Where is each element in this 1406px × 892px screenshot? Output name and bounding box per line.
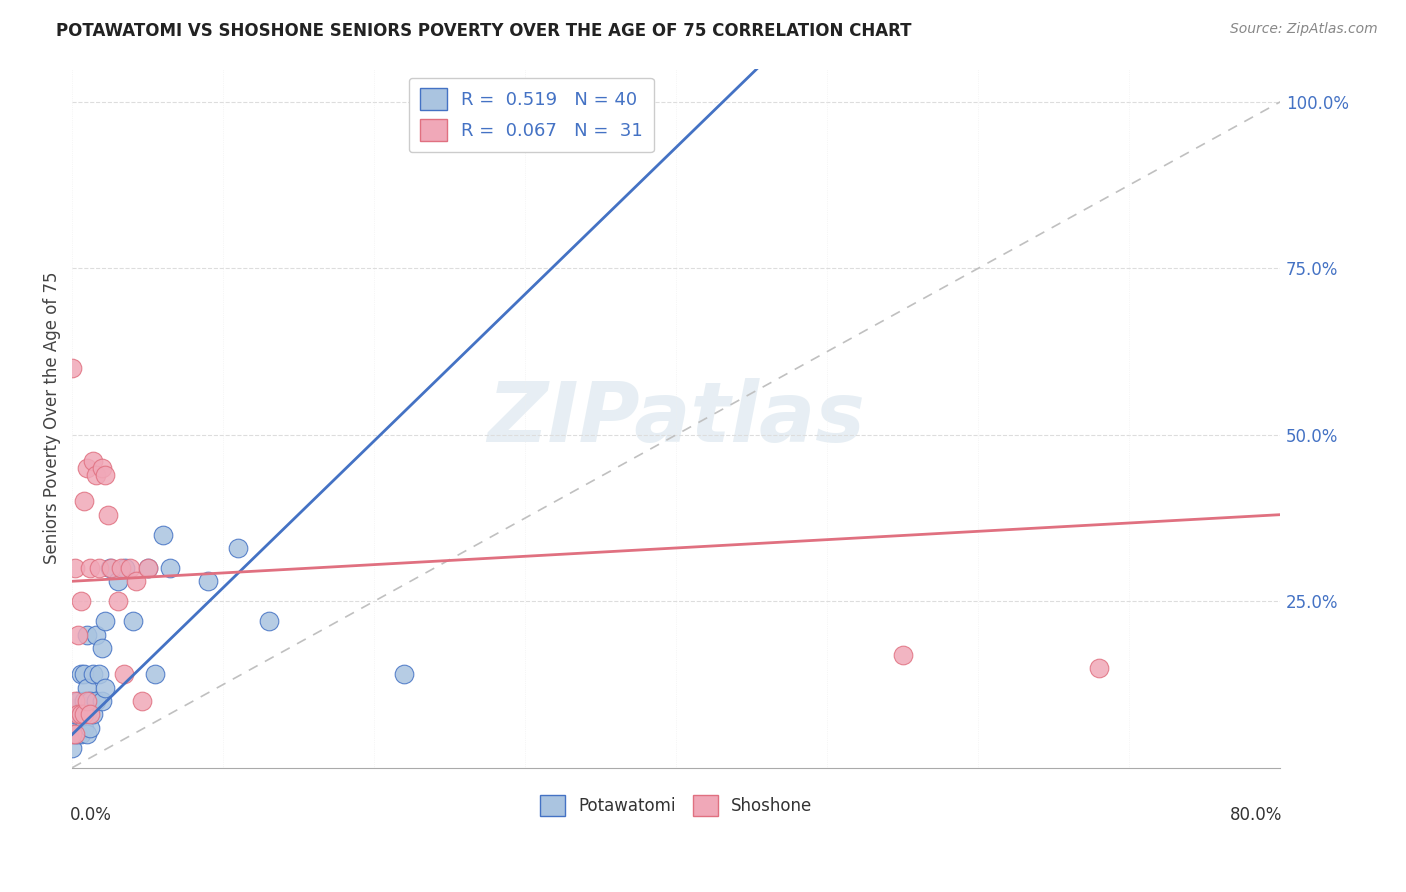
Point [131,694,153,708]
Point [91,640,114,655]
Point [124,574,146,589]
Point [118,561,141,575]
Point [79,721,101,735]
Point [100,561,122,575]
Point [107,574,129,589]
Point [67,707,90,722]
Point [70,594,93,608]
Point [82,667,104,681]
Point [70,667,93,681]
Point [73,667,96,681]
Point [91,461,114,475]
Point [60,727,83,741]
Point [112,667,135,681]
Point [73,494,96,508]
Point [89,667,111,681]
Point [197,574,219,589]
Point [65,707,87,722]
Legend: Potawatomi, Shoshone: Potawatomi, Shoshone [533,789,818,822]
Point [76,627,98,641]
Point [91,694,114,708]
Point [159,561,181,575]
Point [76,727,98,741]
Point [107,594,129,608]
Point [60,721,83,735]
Point [65,561,87,575]
Point [73,707,96,722]
Point [228,541,250,555]
Point [94,467,117,482]
Point [394,667,416,681]
Text: 80.0%: 80.0% [1230,806,1282,824]
Point [136,561,159,575]
Point [114,561,136,575]
Point [60,740,83,755]
Point [65,727,87,741]
Point [73,721,96,735]
Point [94,614,117,628]
Point [60,700,83,714]
Text: POTAWATOMI VS SHOSHONE SENIORS POVERTY OVER THE AGE OF 75 CORRELATION CHART: POTAWATOMI VS SHOSHONE SENIORS POVERTY O… [56,22,911,40]
Text: 0.0%: 0.0% [70,806,111,824]
Y-axis label: Seniors Poverty Over the Age of 75: Seniors Poverty Over the Age of 75 [44,272,60,565]
Point [65,694,87,708]
Point [76,707,98,722]
Point [152,527,174,541]
Point [110,561,132,575]
Point [257,614,280,628]
Point [1088,661,1111,675]
Point [67,727,90,741]
Point [82,707,104,722]
Point [89,561,111,575]
Point [97,508,120,522]
Point [67,627,90,641]
Point [76,461,98,475]
Point [79,561,101,575]
Point [86,627,108,641]
Point [98,561,121,575]
Point [891,648,914,662]
Point [121,614,143,628]
Point [94,681,117,695]
Point [82,454,104,468]
Point [60,361,83,376]
Point [70,727,93,741]
Point [70,707,93,722]
Point [67,694,90,708]
Point [73,694,96,708]
Text: Source: ZipAtlas.com: Source: ZipAtlas.com [1230,22,1378,37]
Text: ZIPatlas: ZIPatlas [488,377,865,458]
Point [143,667,166,681]
Point [86,694,108,708]
Point [76,694,98,708]
Point [79,694,101,708]
Point [76,681,98,695]
Point [136,561,159,575]
Point [86,467,108,482]
Point [79,707,101,722]
Point [70,707,93,722]
Point [65,727,87,741]
